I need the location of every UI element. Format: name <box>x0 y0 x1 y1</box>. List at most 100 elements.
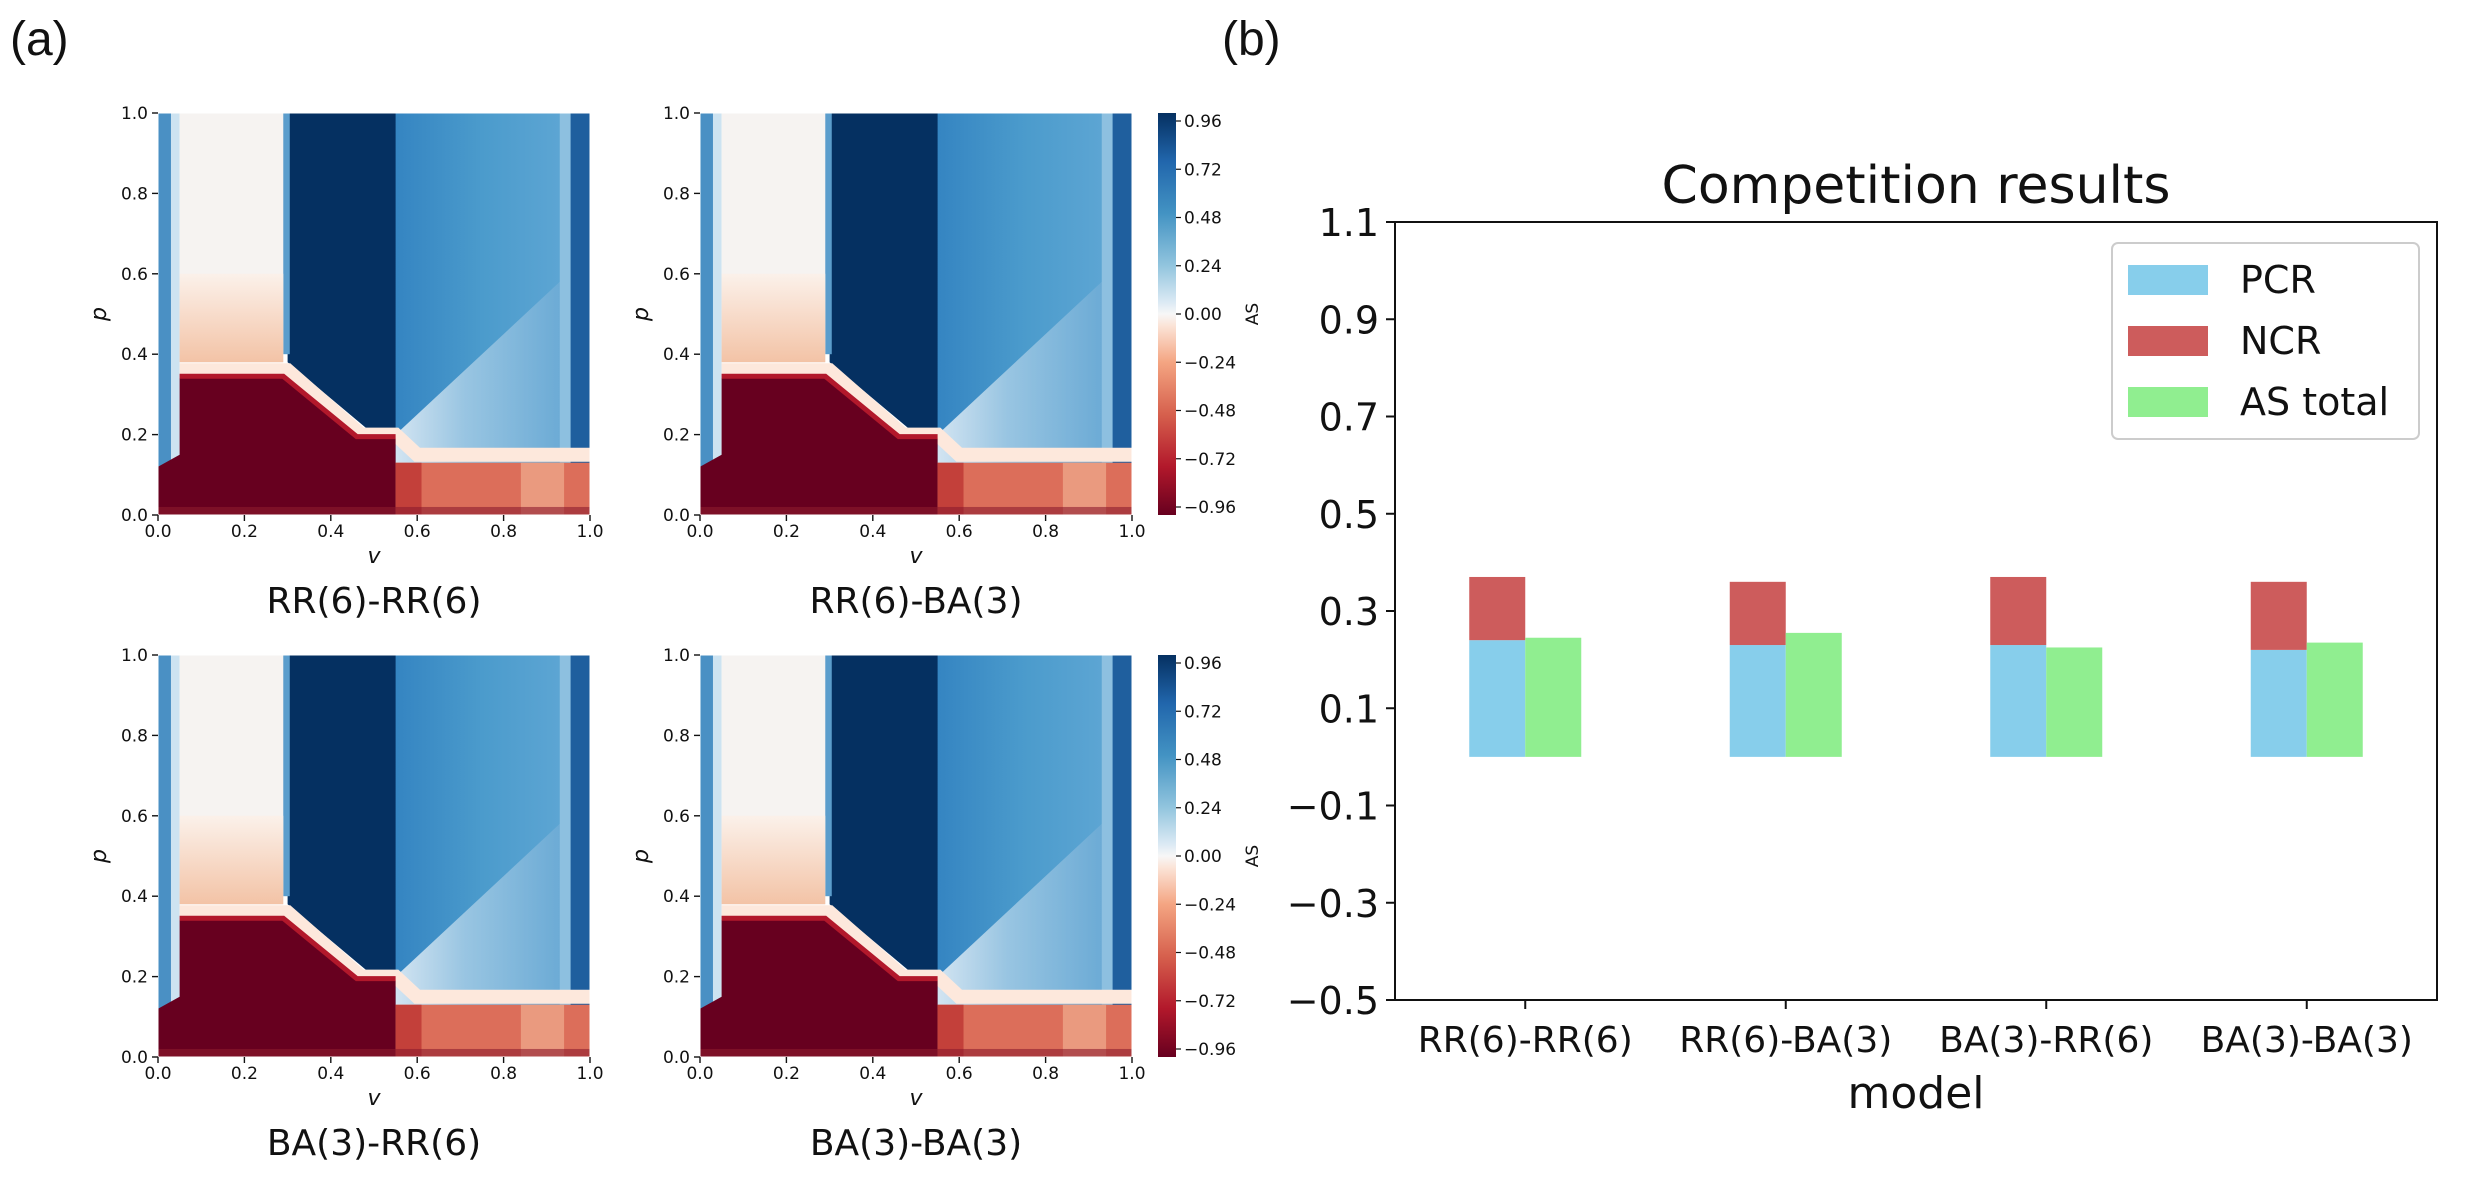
bar-as-total <box>2046 647 2103 757</box>
y-tick-label: 0.8 <box>663 726 690 746</box>
x-tick-label: RR(6)-BA(3) <box>1679 1020 1892 1061</box>
y-tick-label: −0.1 <box>1287 785 1379 829</box>
x-tick-label: 0.2 <box>231 1064 258 1084</box>
x-tick-label: 0.0 <box>144 1064 171 1084</box>
region-right-light <box>559 655 571 1057</box>
y-tick-label: 0.2 <box>121 426 148 446</box>
region-bottom-strip <box>158 1048 590 1057</box>
legend-label: PCR <box>2240 258 2316 302</box>
region-right-edge <box>1112 655 1132 1057</box>
bar-ncr <box>1990 576 2047 646</box>
x-tick-label: 0.4 <box>317 522 344 542</box>
y-tick-label: 1.1 <box>1319 201 1379 245</box>
x-tick-label: 0.6 <box>404 1064 431 1084</box>
heatmap-frame <box>157 112 591 516</box>
region-edge-blue <box>820 655 832 897</box>
colorbar-tick-label: 0.48 <box>1184 209 1222 229</box>
region-salmon-light <box>520 462 565 515</box>
region-blue-fan <box>937 815 1111 1009</box>
y-tick-label: 0.6 <box>663 807 690 827</box>
region-salmon-light <box>520 1004 565 1057</box>
y-tick-label: 1.0 <box>663 104 690 124</box>
colorbar-label: AS <box>1243 845 1263 867</box>
region-peach <box>179 815 284 905</box>
panel-label-a: (a) <box>10 13 69 66</box>
x-tick-label: 0.8 <box>490 1064 517 1084</box>
region-peach <box>179 273 284 363</box>
colorbar-tick-label: 0.00 <box>1184 847 1222 867</box>
bar-as-total <box>2306 642 2363 757</box>
region-red-edge <box>179 915 396 982</box>
y-tick-label: 0.4 <box>663 345 690 365</box>
x-tick-label: BA(3)-BA(3) <box>2201 1020 2413 1061</box>
bar-pcr <box>2250 649 2307 757</box>
y-tick-label: 0.0 <box>663 1048 690 1068</box>
heatmap-frame <box>699 112 1133 516</box>
legend-label: AS total <box>2240 380 2389 424</box>
region-edge-blue <box>278 113 290 355</box>
region-peach <box>721 815 826 905</box>
colorbar: 0.96 0.72 0.48 0.24 0.00 −0.24 −0.48 −0.72 −0.96… <box>1158 112 1263 518</box>
x-tick-label: 0.4 <box>317 1064 344 1084</box>
y-tick-label: 0.2 <box>663 426 690 446</box>
colorbar-tick-label: −0.48 <box>1184 944 1236 964</box>
heatmap-subplot: 0.0 0.2 0.4 0.6 0.8 1.0 0.0 0.2 0.4 0.6 0.8 1.0 v p BA… <box>629 646 1146 1164</box>
bar-ncr <box>1729 581 1786 646</box>
panel-label-b: (b) <box>1222 13 1281 66</box>
region-bottom-strip <box>700 1048 1132 1057</box>
heatmap-subplot: 0.0 0.2 0.4 0.6 0.8 1.0 0.0 0.2 0.4 0.6 0.8 1.0 v p RR… <box>87 104 604 622</box>
bar-as-total <box>1785 632 1842 757</box>
colorbar-gradient <box>1158 655 1176 1057</box>
colorbar-tick-label: −0.72 <box>1184 992 1236 1012</box>
x-tick-label: 0.0 <box>686 1064 713 1084</box>
legend-swatch <box>2128 387 2208 417</box>
colorbar-label: AS <box>1243 303 1263 325</box>
region-right-edge <box>570 113 590 515</box>
x-tick-label: 0.0 <box>686 522 713 542</box>
heatmap-frame <box>699 654 1133 1058</box>
x-tick-label: 0.2 <box>773 1064 800 1084</box>
x-tick-label: 0.2 <box>773 522 800 542</box>
region-bottom-strip <box>158 506 590 515</box>
y-tick-label: 0.6 <box>121 265 148 285</box>
y-tick-label: 0.7 <box>1319 396 1379 440</box>
bar-pcr <box>1990 645 2047 757</box>
region-peach <box>721 273 826 363</box>
region-dark-navy <box>287 655 396 977</box>
bar-as-total <box>1525 637 1582 757</box>
x-tick-label: 1.0 <box>1118 1064 1145 1084</box>
x-tick-label: 0.2 <box>231 522 258 542</box>
y-tick-label: 0.1 <box>1319 687 1379 731</box>
heatmap-subplot: 0.0 0.2 0.4 0.6 0.8 1.0 0.0 0.2 0.4 0.6 0.8 1.0 v p RR… <box>629 104 1146 622</box>
y-tick-label: 0.0 <box>121 506 148 526</box>
heatmap-subplot: 0.0 0.2 0.4 0.6 0.8 1.0 0.0 0.2 0.4 0.6 0.8 1.0 v p BA… <box>87 646 604 1164</box>
region-right-edge <box>570 655 590 1057</box>
region-left-light <box>170 655 180 1057</box>
x-tick-label: 1.0 <box>576 522 603 542</box>
region-salmon-dark <box>395 1004 422 1057</box>
region-right-light <box>559 113 571 515</box>
x-tick-label: 0.4 <box>859 522 886 542</box>
region-salmon-light <box>1062 462 1107 515</box>
x-axis-label: model <box>1847 1068 1984 1119</box>
colorbar-tick-label: −0.72 <box>1184 450 1236 470</box>
region-dark-navy <box>829 655 938 977</box>
y-tick-label: 0.2 <box>663 968 690 988</box>
region-dark-navy <box>287 113 396 435</box>
legend-swatch <box>2128 265 2208 295</box>
y-tick-label: 0.2 <box>121 968 148 988</box>
y-tick-label: 0.5 <box>1319 493 1379 537</box>
colorbar-gradient <box>1158 113 1176 515</box>
bar-ncr <box>1469 576 1526 641</box>
x-tick-label: 0.8 <box>1032 1064 1059 1084</box>
bar-pcr <box>1469 640 1526 757</box>
colorbar-tick-label: −0.24 <box>1184 353 1236 373</box>
colorbar-tick-label: 0.48 <box>1184 751 1222 771</box>
colorbar-tick-label: −0.96 <box>1184 1040 1236 1060</box>
x-axis-label: v <box>909 544 923 569</box>
subplot-title: BA(3)-RR(6) <box>267 1123 481 1164</box>
colorbar-tick-label: 0.24 <box>1184 257 1222 277</box>
region-edge-blue <box>278 655 290 897</box>
region-right-light <box>1101 113 1113 515</box>
